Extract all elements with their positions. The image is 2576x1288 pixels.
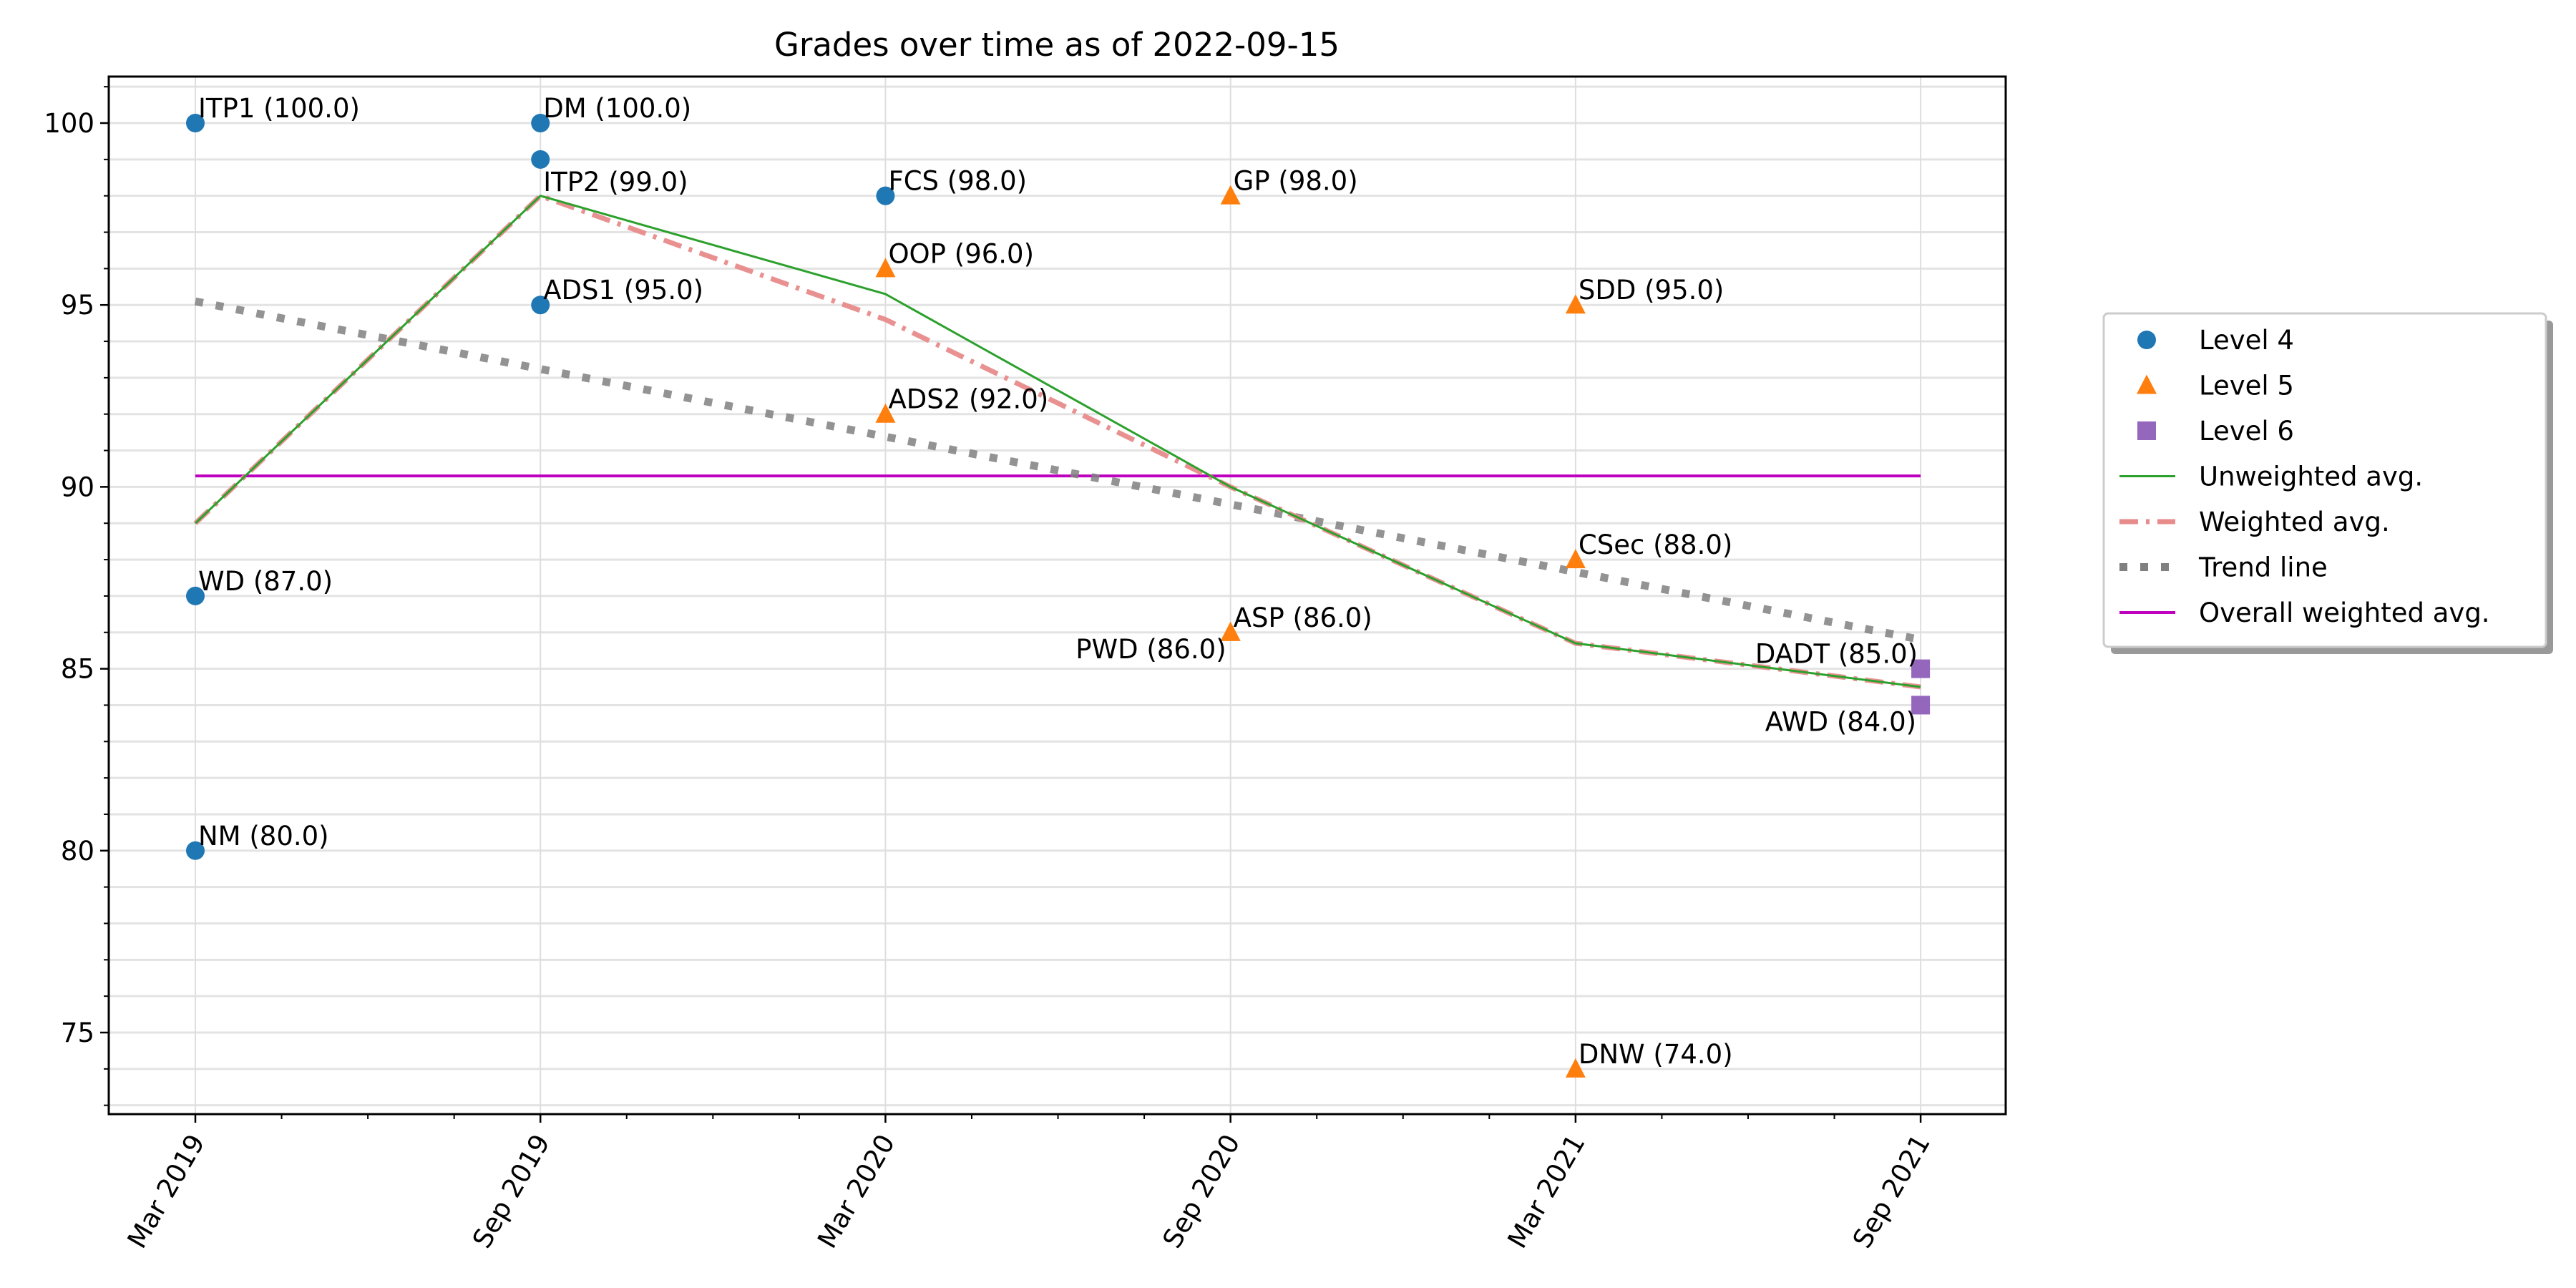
data-point bbox=[1220, 185, 1241, 205]
data-point bbox=[1565, 294, 1586, 314]
y-tick-label: 85 bbox=[61, 654, 94, 685]
y-tick-label: 75 bbox=[61, 1018, 94, 1048]
data-point bbox=[186, 114, 205, 132]
legend-label: Level 4 bbox=[2199, 325, 2294, 356]
point-label: OOP (96.0) bbox=[888, 238, 1034, 269]
point-label: ASP (86.0) bbox=[1234, 602, 1372, 633]
legend-marker-circle bbox=[2137, 331, 2156, 349]
data-point bbox=[531, 150, 550, 169]
point-label: ITP1 (100.0) bbox=[198, 93, 360, 124]
point-label: ADS1 (95.0) bbox=[543, 275, 703, 306]
scatter-points: ITP1 (100.0) WD (87.0) NM (80.0) DM (100.0)… bbox=[186, 93, 1931, 1078]
data-point bbox=[1911, 659, 1931, 678]
point-label: ADS2 (92.0) bbox=[888, 384, 1048, 415]
grid bbox=[109, 77, 2006, 1114]
data-point bbox=[876, 186, 895, 205]
point-label: WD (87.0) bbox=[198, 566, 333, 597]
point-label: NM (80.0) bbox=[198, 821, 329, 852]
legend-label: Level 5 bbox=[2199, 371, 2294, 401]
legend-marker-square bbox=[2137, 421, 2156, 440]
legend-label: Trend line bbox=[2198, 552, 2328, 583]
y-tick-label: 95 bbox=[61, 290, 94, 321]
point-label: FCS (98.0) bbox=[888, 166, 1027, 197]
point-label: DADT (85.0) bbox=[1755, 639, 1918, 670]
data-point bbox=[875, 403, 896, 423]
series-lines bbox=[193, 193, 1922, 690]
y-tick-label: 80 bbox=[61, 836, 94, 867]
chart-title: Grades over time as of 2022-09-15 bbox=[774, 26, 1340, 64]
data-point bbox=[875, 258, 896, 278]
legend-label: Unweighted avg. bbox=[2199, 462, 2423, 492]
legend-label: Overall weighted avg. bbox=[2199, 597, 2490, 628]
data-point bbox=[1565, 549, 1586, 569]
legend-marker-triangle bbox=[2137, 374, 2157, 394]
point-label: GP (98.0) bbox=[1234, 166, 1358, 197]
point-label: CSec (88.0) bbox=[1579, 530, 1732, 560]
point-label: ITP2 (99.0) bbox=[543, 167, 688, 197]
data-point bbox=[186, 841, 205, 860]
x-tick-label: Mar 2019 bbox=[122, 1129, 211, 1254]
point-label: PWD (86.0) bbox=[1075, 634, 1226, 665]
x-tick-label: Sep 2019 bbox=[467, 1129, 556, 1254]
point-label: AWD (84.0) bbox=[1765, 706, 1916, 737]
data-point bbox=[1220, 621, 1241, 641]
x-tick-label: Mar 2021 bbox=[1502, 1129, 1591, 1254]
data-point bbox=[531, 114, 550, 132]
data-point bbox=[531, 296, 550, 315]
legend: Level 4 Level 5 Level 6 Unweighted avg. Weig… bbox=[2102, 312, 2553, 654]
axes-frame bbox=[107, 75, 2007, 1116]
y-tick-label: 100 bbox=[44, 108, 94, 139]
point-label: DNW (74.0) bbox=[1579, 1039, 1733, 1070]
data-point bbox=[186, 586, 205, 605]
legend-box bbox=[2102, 312, 2547, 648]
x-tick-label: Sep 2021 bbox=[1847, 1129, 1936, 1254]
data-point bbox=[1911, 696, 1931, 715]
data-point bbox=[1565, 1058, 1586, 1078]
point-label: DM (100.0) bbox=[543, 93, 691, 124]
legend-label: Weighted avg. bbox=[2199, 507, 2390, 537]
x-tick-label: Sep 2020 bbox=[1156, 1129, 1246, 1254]
line-trend-line bbox=[194, 297, 1922, 644]
line-unweighted-avg bbox=[194, 195, 1921, 688]
y-tick-label: 90 bbox=[61, 472, 94, 502]
point-label: SDD (95.0) bbox=[1579, 275, 1724, 306]
legend-label: Level 6 bbox=[2199, 416, 2294, 447]
x-tick-label: Mar 2020 bbox=[811, 1129, 901, 1254]
